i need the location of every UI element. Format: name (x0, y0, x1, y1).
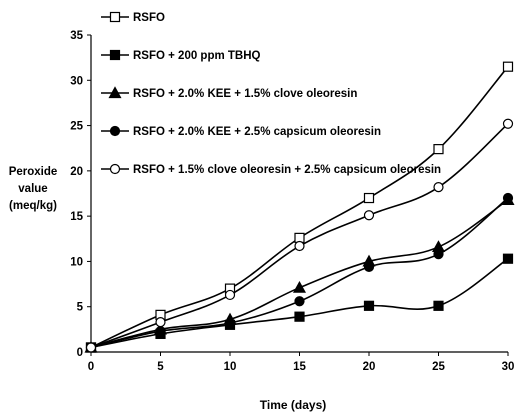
series-2-point (294, 311, 305, 322)
x-tick-label: 10 (224, 361, 237, 373)
y-tick-label: 30 (70, 75, 83, 87)
legend-label: RSFO + 1.5% clove oleoresin + 2.5% capsi… (133, 164, 441, 176)
series-1-point (433, 144, 444, 155)
x-tick-label: 0 (88, 361, 94, 373)
legend-marker (109, 125, 121, 137)
series-markers (84, 61, 515, 353)
series-5-point (85, 342, 97, 353)
legend-marker (109, 49, 121, 61)
series-1-point (502, 61, 514, 72)
y-tick-label: 20 (70, 166, 83, 178)
series-5-point (433, 182, 444, 193)
x-tick-label: 15 (293, 361, 306, 373)
y-tick-label: 15 (70, 211, 83, 223)
y-tick-label: 0 (77, 347, 83, 359)
y-axis-label-line-1: Peroxide (8, 166, 58, 178)
legend: RSFO RSFO + 200 ppm TBHQ RSFO + 2.0% KEE +… (101, 11, 441, 176)
y-axis-label: Peroxide value (meq/kg) (2, 164, 64, 215)
y-axis-label-line-3: (meq/kg) (9, 200, 57, 212)
x-axis-label: Time (days) (260, 398, 326, 412)
series-4-point (363, 261, 375, 272)
y-tick-label: 10 (70, 256, 83, 268)
legend-label: RSFO + 200 ppm TBHQ (133, 50, 261, 62)
x-tick-label: 30 (502, 361, 515, 373)
series-4-point (502, 192, 514, 204)
legend-label: RSFO (133, 12, 165, 24)
series-5-point (155, 317, 166, 328)
axes: 0 5 10 15 20 25 30 35 0 5 10 15 20 25 30 (70, 30, 514, 373)
legend-label: RSFO + 2.0% KEE + 2.5% capsicum oleoresi… (133, 126, 381, 138)
legend-marker (109, 163, 121, 175)
series-4-point (155, 326, 166, 337)
x-tick-label: 5 (157, 361, 164, 373)
series-2-point (433, 300, 444, 311)
legend-label: RSFO + 2.0% KEE + 1.5% clove oleoresin (133, 88, 357, 100)
series-2-point (502, 253, 514, 264)
legend-marker (108, 86, 122, 99)
y-tick-label: 25 (70, 121, 83, 133)
y-axis-label-line-2: value (18, 183, 48, 195)
series-5-point (502, 118, 514, 129)
series-5-point (363, 210, 375, 221)
x-tick-label: 20 (363, 361, 376, 373)
y-tick-label: 35 (70, 30, 83, 42)
series-5-point (294, 240, 305, 252)
series-5-point (224, 289, 236, 301)
series-4-point (224, 317, 236, 329)
y-tick-label: 5 (77, 302, 84, 314)
series-4-point (294, 296, 305, 307)
series-2-point (363, 300, 375, 311)
series-3-point (292, 280, 307, 293)
series-4-point (433, 249, 444, 260)
x-tick-label: 25 (432, 361, 445, 373)
legend-marker (109, 11, 121, 23)
series-1-point (363, 192, 375, 204)
